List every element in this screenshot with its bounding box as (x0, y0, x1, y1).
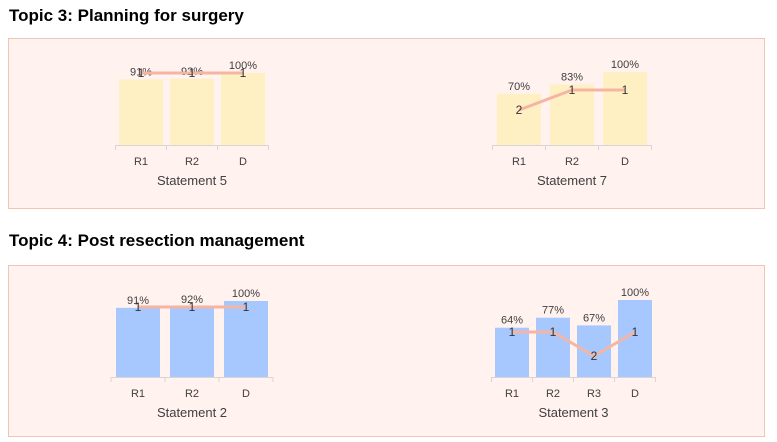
topic-3-title: Topic 3: Planning for surgery (9, 6, 244, 25)
x-tick-label: D (242, 388, 250, 400)
rank-line (518, 88, 625, 112)
rank-point-label: 1 (135, 300, 142, 314)
chart-statement-2: 91% 92% 100% R1 R2 D Statement 2 1 1 1 (110, 288, 274, 420)
rank-point-label: 1 (569, 83, 576, 97)
rank-point-label: 1 (243, 300, 250, 314)
chart-title: Statement 5 (157, 173, 227, 188)
rank-point-label: 1 (240, 66, 247, 80)
bar-value-label: 91% (127, 295, 149, 307)
x-tick-label: D (631, 388, 639, 400)
rank-point-label: 1 (622, 83, 629, 97)
topic-4-title: Topic 4: Post resection management (9, 231, 305, 250)
bar-value-label: 92% (181, 294, 203, 306)
bar-value-label: 70% (508, 81, 530, 93)
bar-d (224, 301, 268, 377)
chart-statement-3: 64% 77% 67% 100% R1 R2 R3 D Statement 3 1 1 2 1 (491, 287, 656, 420)
x-tick-label: R2 (546, 388, 560, 400)
bar-value-label: 64% (501, 315, 523, 327)
rank-point-label: 1 (189, 66, 196, 80)
rank-point-label: 1 (632, 325, 639, 339)
bar-r1 (497, 93, 541, 145)
bar-r1 (116, 307, 160, 377)
x-tick-label: D (621, 156, 629, 168)
bar-r2 (536, 317, 570, 377)
chart-title: Statement 3 (538, 405, 608, 420)
rank-point-label: 1 (550, 325, 557, 339)
rank-point-label: 1 (189, 300, 196, 314)
x-tick-label: R2 (185, 156, 199, 168)
bar-d (603, 72, 647, 145)
x-tick-label: R1 (131, 388, 145, 400)
rank-point-label: 1 (138, 66, 145, 80)
bar-r2 (170, 78, 214, 145)
x-tick-label: R1 (134, 156, 148, 168)
bar-value-label: 77% (542, 305, 564, 317)
rank-point-label: 2 (591, 349, 598, 363)
bar-r1 (119, 79, 163, 145)
chart-statement-7: 70% 83% 100% R1 R2 D Statement 7 2 1 1 (492, 59, 652, 188)
bar-value-label: 67% (583, 312, 605, 324)
bar-r2 (170, 307, 214, 377)
rank-point-label: 2 (516, 103, 523, 117)
x-tick-label: D (239, 156, 247, 168)
x-tick-label: R1 (505, 388, 519, 400)
x-tick-label: R3 (587, 388, 601, 400)
bar-value-label: 100% (611, 59, 639, 71)
bar-value-label: 100% (621, 287, 649, 299)
bar-r3 (577, 325, 611, 377)
chart-title: Statement 2 (157, 405, 227, 420)
bar-r1 (495, 327, 529, 377)
bar-d (221, 73, 265, 145)
bar-value-label: 100% (232, 288, 260, 300)
bar-value-label: 83% (561, 71, 583, 83)
rank-line (512, 330, 636, 358)
x-tick-label: R1 (512, 156, 526, 168)
rank-point-label: 1 (509, 325, 516, 339)
bar-value-label: 100% (229, 60, 257, 72)
chart-title: Statement 7 (537, 173, 607, 188)
x-tick-label: R2 (565, 156, 579, 168)
x-tick-label: R2 (185, 388, 199, 400)
